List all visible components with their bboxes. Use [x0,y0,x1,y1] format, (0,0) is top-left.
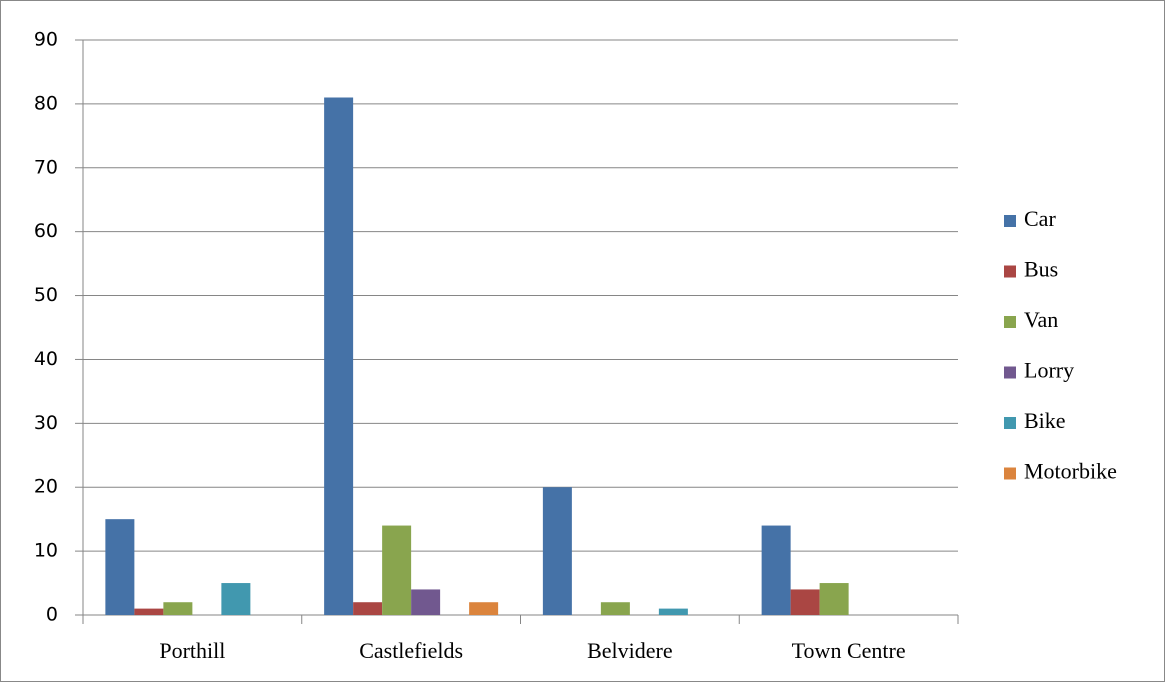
legend-swatch [1004,417,1016,429]
y-tick-label: 10 [34,540,58,562]
x-tick-label: Belvidere [587,638,673,663]
bar [600,602,630,615]
y-tick-label: 40 [34,348,58,370]
bar [382,525,412,615]
legend-swatch [1004,265,1016,278]
bar [658,608,688,615]
x-tick-label: Town Centre [792,638,906,663]
bar [542,487,572,615]
legend-swatch [1004,215,1016,227]
y-tick-label: 60 [34,220,58,242]
bar [134,608,164,615]
legend-label: Bike [1024,408,1066,433]
bar [411,589,441,615]
bar [163,602,193,615]
bar [819,583,849,615]
bar [324,97,354,615]
legend-label: Van [1024,307,1058,332]
legend-label: Lorry [1024,358,1074,383]
y-tick-label: 50 [34,284,58,306]
legend-label: Bus [1024,257,1058,282]
y-tick-label: 0 [46,604,58,626]
legend-label: Motorbike [1024,459,1117,484]
y-tick-label: 80 [34,92,58,114]
y-tick-label: 90 [34,29,58,51]
x-tick-label: Porthill [159,638,225,663]
legend-label: Car [1024,206,1056,231]
x-tick-label: Castlefields [359,638,463,663]
bar [105,519,135,615]
bar [469,602,499,615]
bar [353,602,383,615]
legend-swatch [1004,316,1016,328]
legend-swatch [1004,467,1016,480]
bar [761,525,791,615]
y-tick-label: 70 [34,156,58,178]
y-tick-label: 30 [34,412,58,434]
bar [790,589,820,615]
y-tick-label: 20 [34,476,58,498]
bar [221,583,251,615]
legend-swatch [1004,366,1016,379]
